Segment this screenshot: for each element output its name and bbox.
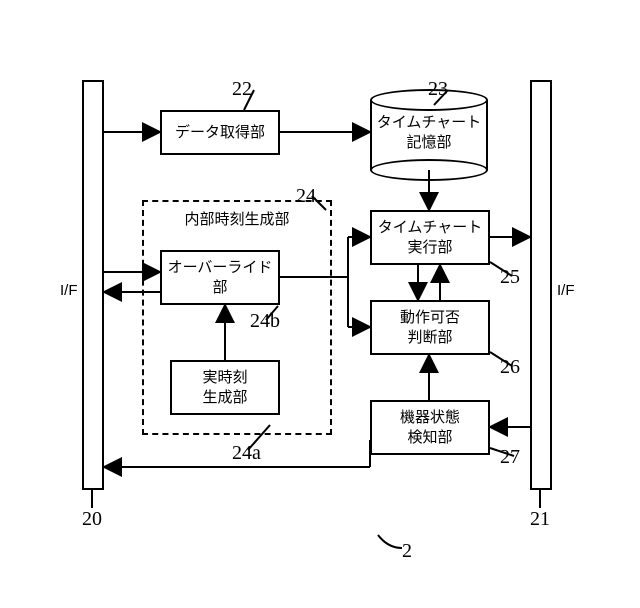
cylinder-label-line1: タイムチャート [377, 114, 482, 131]
ref-21: 21 [530, 508, 550, 531]
timechart-storage-cylinder: タイムチャート 記憶部 [370, 100, 488, 170]
data-acquisition-block: データ取得部 [160, 110, 280, 155]
ref-2: 2 [402, 540, 412, 563]
ref-25: 25 [500, 266, 520, 289]
realtime-generator-block: 実時刻生成部 [170, 360, 280, 415]
ref-24b: 24b [250, 310, 280, 333]
ref-23: 23 [428, 78, 448, 101]
interface-bar-left [82, 80, 104, 490]
ref-27: 27 [500, 446, 520, 469]
diagram-canvas: I/F I/F 内部時刻生成部 タイムチャート 記憶部 データ取得部 オーバーラ… [0, 0, 640, 608]
interface-bar-left-label: I/F [60, 282, 78, 299]
group-label: 内部時刻生成部 [144, 208, 330, 229]
device-state-block: 機器状態検知部 [370, 400, 490, 455]
interface-bar-right-label: I/F [557, 282, 575, 299]
ref-24a: 24a [232, 442, 261, 465]
cylinder-label-line2: 記憶部 [406, 134, 451, 151]
ref-22: 22 [232, 78, 252, 101]
operation-judge-block: 動作可否判断部 [370, 300, 490, 355]
override-block: オーバーライド部 [160, 250, 280, 305]
ref-26: 26 [500, 356, 520, 379]
timechart-executor-block: タイムチャート実行部 [370, 210, 490, 265]
ref-24: 24 [296, 185, 316, 208]
ref-20: 20 [82, 508, 102, 531]
interface-bar-right [530, 80, 552, 490]
